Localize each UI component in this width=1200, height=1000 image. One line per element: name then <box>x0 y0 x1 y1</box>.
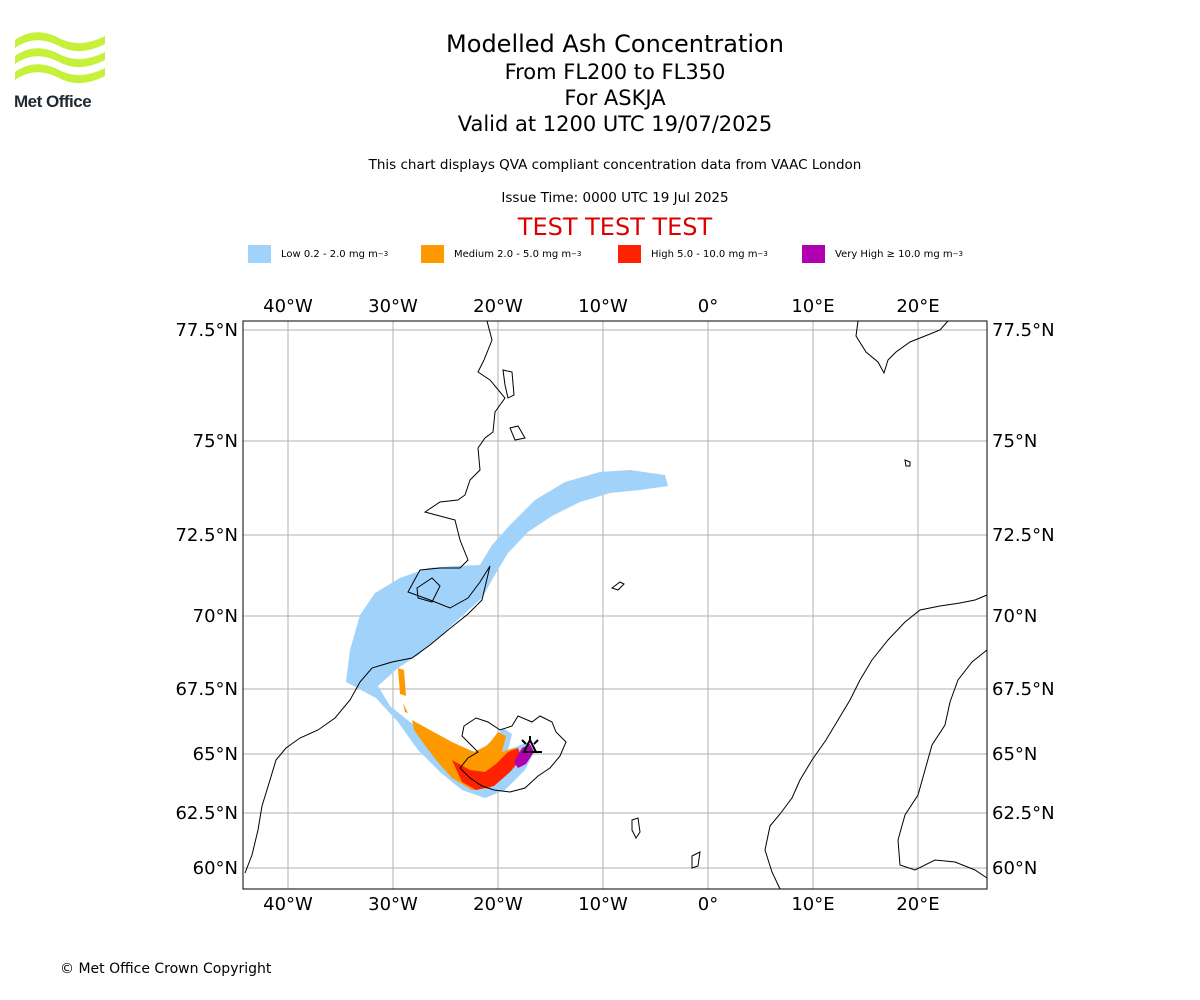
met-office-logo: Met Office <box>14 30 109 115</box>
lat-tick-left: 72.5°N <box>175 525 238 546</box>
legend-swatch-very-high <box>802 245 825 263</box>
lat-tick-left: 62.5°N <box>175 803 238 824</box>
lat-tick-left: 60°N <box>193 858 238 879</box>
lon-tick-bottom: 20°W <box>473 894 523 915</box>
lat-tick-right: 62.5°N <box>992 803 1055 824</box>
lon-tick-bottom: 40°W <box>263 894 313 915</box>
lon-tick-top: 20°E <box>896 296 939 317</box>
lat-tick-right: 60°N <box>992 858 1037 879</box>
lat-tick-right: 77.5°N <box>992 320 1055 341</box>
legend-item-high: High 5.0 - 10.0 mg m −3 <box>618 244 768 264</box>
title-line-1: Modelled Ash Concentration <box>446 30 784 58</box>
lon-tick-top: 10°W <box>578 296 628 317</box>
lon-tick-top: 20°W <box>473 296 523 317</box>
legend-item-low: Low 0.2 - 2.0 mg m −3 <box>248 244 388 264</box>
lat-tick-right: 75°N <box>992 431 1037 452</box>
lat-tick-right: 72.5°N <box>992 525 1055 546</box>
graticule <box>243 321 987 889</box>
lon-tick-bottom: 10°E <box>791 894 834 915</box>
map-frame <box>242 320 988 890</box>
lon-tick-top: 0° <box>698 296 718 317</box>
lon-tick-bottom: 20°E <box>896 894 939 915</box>
chart-title: Modelled Ash Concentration From FL200 to… <box>0 30 1200 137</box>
legend-swatch-high <box>618 245 641 263</box>
lat-tick-right: 70°N <box>992 606 1037 627</box>
legend-label-very-high: Very High ≥ 10.0 mg m <box>835 248 953 260</box>
legend-swatch-medium <box>421 245 444 263</box>
legend-unit-exp: −3 <box>757 250 768 258</box>
lat-tick-left: 70°N <box>193 606 238 627</box>
lon-tick-bottom: 10°W <box>578 894 628 915</box>
lon-tick-top: 40°W <box>263 296 313 317</box>
coastlines <box>244 320 988 890</box>
ash-medium <box>398 668 520 790</box>
lat-tick-left: 77.5°N <box>175 320 238 341</box>
subtitle: This chart displays QVA compliant concen… <box>368 157 862 173</box>
test-banner: TEST TEST TEST <box>517 213 713 241</box>
lon-tick-top: 10°E <box>791 296 834 317</box>
lat-tick-left: 65°N <box>193 744 238 765</box>
logo-text: Met Office <box>14 92 92 111</box>
legend-item-medium: Medium 2.0 - 5.0 mg m −3 <box>421 244 581 264</box>
legend-unit-exp: −3 <box>377 250 389 258</box>
lat-tick-left: 67.5°N <box>175 679 238 700</box>
lon-tick-bottom: 30°W <box>368 894 418 915</box>
ash-low <box>346 470 668 798</box>
title-line-3: For ASKJA <box>564 86 666 110</box>
ash-high <box>452 748 522 790</box>
legend-label-high: High 5.0 - 10.0 mg m <box>651 248 758 260</box>
ash-very-high <box>514 744 534 768</box>
legend-label-medium: Medium 2.0 - 5.0 mg m <box>454 248 572 260</box>
legend-item-very-high: Very High ≥ 10.0 mg m −3 <box>802 244 963 264</box>
legend-unit-exp: −3 <box>571 250 582 258</box>
title-line-2: From FL200 to FL350 <box>504 60 726 84</box>
copyright: © Met Office Crown Copyright <box>60 961 272 977</box>
lat-tick-right: 65°N <box>992 744 1037 765</box>
lon-tick-bottom: 0° <box>698 894 718 915</box>
lat-tick-right: 67.5°N <box>992 679 1055 700</box>
met-office-waves-icon <box>15 32 105 84</box>
legend-unit-exp: −3 <box>952 250 963 258</box>
lat-tick-left: 75°N <box>193 431 238 452</box>
issue-time: Issue Time: 0000 UTC 19 Jul 2025 <box>501 190 729 206</box>
legend-swatch-low <box>248 245 271 263</box>
lon-tick-top: 30°W <box>368 296 418 317</box>
volcano-icon <box>521 736 542 753</box>
title-line-4: Valid at 1200 UTC 19/07/2025 <box>457 112 773 136</box>
legend-label-low: Low 0.2 - 2.0 mg m <box>281 248 378 260</box>
